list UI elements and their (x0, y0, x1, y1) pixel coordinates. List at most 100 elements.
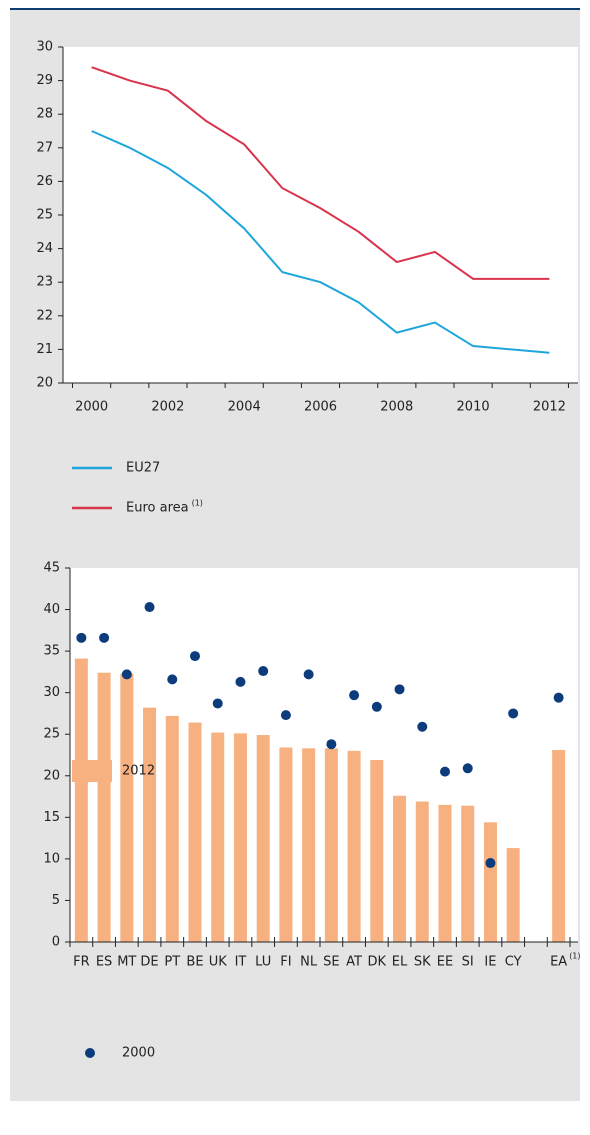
bar (211, 732, 225, 942)
dot (121, 669, 132, 680)
bar (552, 750, 566, 942)
x-tick-label: DE (140, 955, 158, 970)
x-tick-label: 2006 (304, 400, 337, 415)
y-tick-label: 30 (36, 40, 53, 55)
dot (212, 698, 223, 709)
dot (326, 739, 337, 750)
y-tick-label: 20 (43, 768, 60, 783)
x-tick-label: EL (392, 955, 408, 970)
x-tick-label: AT (346, 955, 362, 970)
dot (462, 763, 473, 774)
legend-swatch (72, 760, 112, 782)
y-tick-label: 23 (36, 275, 53, 290)
y-tick-label: 30 (43, 685, 60, 700)
y-tick-label: 15 (43, 810, 60, 825)
y-tick-label: 21 (36, 342, 53, 357)
x-tick-label: IE (484, 955, 496, 970)
bar (74, 658, 88, 942)
y-tick-label: 28 (36, 107, 53, 122)
bar (506, 848, 520, 942)
legend-label: 2000 (122, 1046, 155, 1061)
y-tick-label: 10 (43, 851, 60, 866)
dot (303, 669, 314, 680)
x-tick-label: IT (235, 955, 247, 970)
x-tick-label: 2002 (151, 400, 184, 415)
x-tick-label: 2004 (228, 400, 261, 415)
x-tick-label: SK (414, 955, 431, 970)
plot-area (63, 47, 578, 383)
bar (165, 715, 179, 942)
x-tick-label: SI (462, 955, 474, 970)
legend-label: 2012 (122, 764, 155, 779)
bar (120, 673, 134, 942)
bar (483, 822, 497, 942)
x-tick-label: FR (73, 955, 90, 970)
x-tick-label: DK (368, 955, 387, 970)
bar (143, 707, 157, 942)
x-tick-label: 2008 (380, 400, 413, 415)
y-tick-label: 25 (36, 208, 53, 223)
x-tick-label: LU (255, 955, 271, 970)
dot (190, 651, 200, 662)
x-tick-label: PT (164, 955, 180, 970)
dot (235, 676, 246, 687)
series-line (91, 130, 550, 354)
series-line (91, 66, 550, 280)
bar (347, 750, 361, 942)
dot (394, 684, 405, 695)
x-tick-label: UK (209, 955, 228, 970)
bar (438, 804, 452, 942)
y-tick-label: 0 (52, 935, 60, 950)
bar (279, 747, 293, 942)
dot (417, 721, 428, 732)
dot (508, 708, 519, 719)
bar (233, 733, 247, 942)
x-tick-label: SE (323, 955, 339, 970)
dot (349, 690, 360, 701)
bar (415, 801, 429, 942)
dot (99, 632, 110, 643)
x-tick-label: 2000 (75, 400, 108, 415)
x-tick-label: CY (505, 955, 522, 970)
y-tick-label: 27 (36, 140, 53, 155)
dot (553, 692, 564, 703)
dot (280, 710, 291, 721)
x-tick-label: EA (550, 955, 567, 970)
x-tick-label: FI (280, 955, 291, 970)
x-tick-label: EE (437, 955, 453, 970)
y-tick-label: 40 (43, 602, 60, 617)
y-tick-label: 45 (43, 561, 60, 576)
dot (371, 701, 382, 712)
x-tick-label: BE (186, 955, 203, 970)
dot (167, 674, 178, 685)
x-tick-label: NL (300, 955, 318, 970)
x-tick-label: 2010 (457, 400, 490, 415)
y-tick-label: 20 (36, 376, 53, 391)
y-tick-label: 22 (36, 308, 53, 323)
bar (188, 722, 202, 942)
legend-label: Euro area (126, 501, 189, 516)
bar (256, 735, 270, 942)
y-tick-label: 35 (43, 644, 60, 659)
y-tick-label: 26 (36, 174, 53, 189)
x-tick-label: 2012 (533, 400, 566, 415)
bar (370, 759, 384, 942)
category-note: (1) (569, 952, 580, 961)
y-tick-label: 25 (43, 727, 60, 742)
bar (302, 748, 316, 942)
dot (485, 858, 496, 869)
y-tick-label: 29 (36, 73, 53, 88)
bar (97, 672, 111, 942)
bar (324, 748, 338, 942)
dot (440, 766, 450, 777)
legend-note: (1) (192, 499, 203, 508)
dot (76, 632, 87, 643)
dot (258, 666, 269, 677)
legend-swatch (85, 1048, 95, 1058)
bar (393, 795, 407, 942)
x-tick-label: MT (117, 955, 136, 970)
y-tick-label: 5 (52, 893, 60, 908)
legend-label: EU27 (126, 461, 160, 476)
y-tick-label: 24 (36, 241, 53, 256)
